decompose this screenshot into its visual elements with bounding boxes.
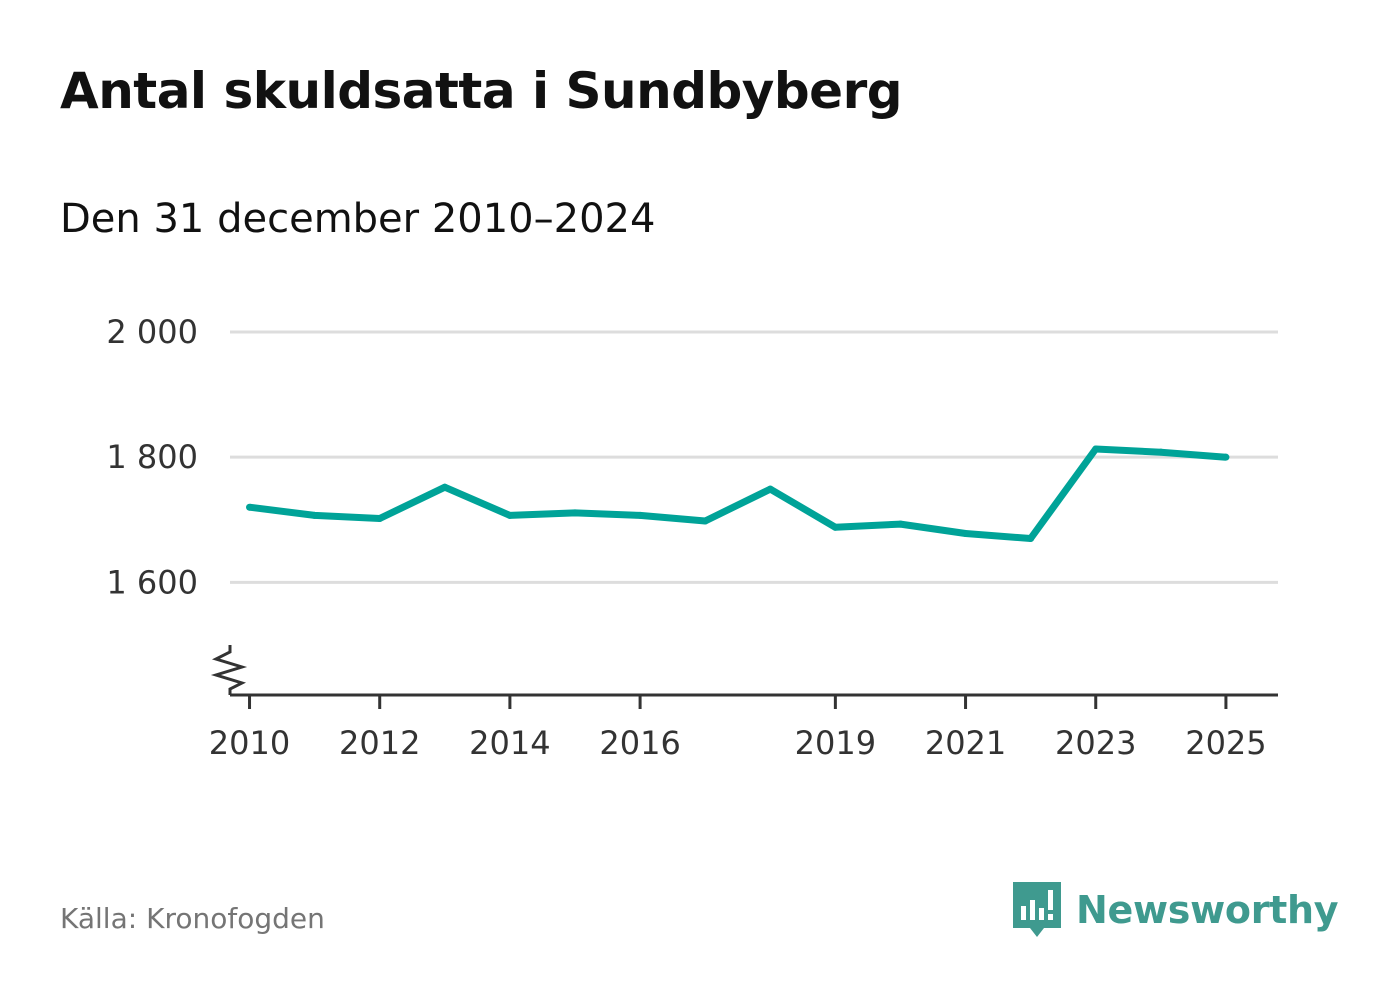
newsworthy-icon <box>1013 882 1061 937</box>
data-point-2018 <box>766 485 774 493</box>
data-point-2011 <box>311 511 319 519</box>
data-point-2012 <box>376 515 384 523</box>
x-tick-label: 2012 <box>339 724 420 762</box>
y-axis-ticks: 1 600 1 800 2 000 <box>106 313 198 601</box>
source-note: Källa: Kronofogden <box>60 902 325 935</box>
x-tick-label: 2023 <box>1055 724 1136 762</box>
x-tick-label: 2016 <box>599 724 680 762</box>
data-point-2024 <box>1157 448 1165 456</box>
x-axis <box>210 645 1278 697</box>
series <box>246 445 1230 543</box>
chart-title: Antal skuldsatta i Sundbyberg <box>60 62 903 120</box>
x-tick-label: 2019 <box>795 724 876 762</box>
data-point-2013 <box>441 483 449 491</box>
x-tick-label: 2021 <box>925 724 1006 762</box>
data-point-2023 <box>1092 445 1100 453</box>
data-point-2021 <box>962 530 970 538</box>
x-tick-label: 2014 <box>469 724 550 762</box>
series-line <box>249 445 1227 542</box>
brand-logo: Newsworthy <box>1010 880 1339 940</box>
x-axis-ticks: 2010 2012 2014 2016 2019 2021 2023 2025 <box>209 695 1267 762</box>
brand-name: Newsworthy <box>1076 888 1339 932</box>
y-tick-label: 2 000 <box>106 313 198 351</box>
axis-break-icon <box>210 645 248 695</box>
data-point-2010 <box>246 503 254 511</box>
grid-lines <box>230 330 1278 584</box>
x-tick-label: 2025 <box>1185 724 1266 762</box>
data-point-2019 <box>831 523 839 531</box>
y-tick-label: 1 600 <box>106 563 198 601</box>
data-point-2020 <box>896 520 904 528</box>
data-point-2016 <box>636 511 644 519</box>
data-point-2015 <box>571 509 579 517</box>
data-point-2022 <box>1027 535 1035 543</box>
x-tick-label: 2010 <box>209 724 290 762</box>
data-point-2014 <box>506 511 514 519</box>
data-point-2025 <box>1222 453 1230 461</box>
data-point-2017 <box>701 517 709 525</box>
chart-subtitle: Den 31 december 2010–2024 <box>60 196 656 242</box>
y-tick-label: 1 800 <box>106 438 198 476</box>
